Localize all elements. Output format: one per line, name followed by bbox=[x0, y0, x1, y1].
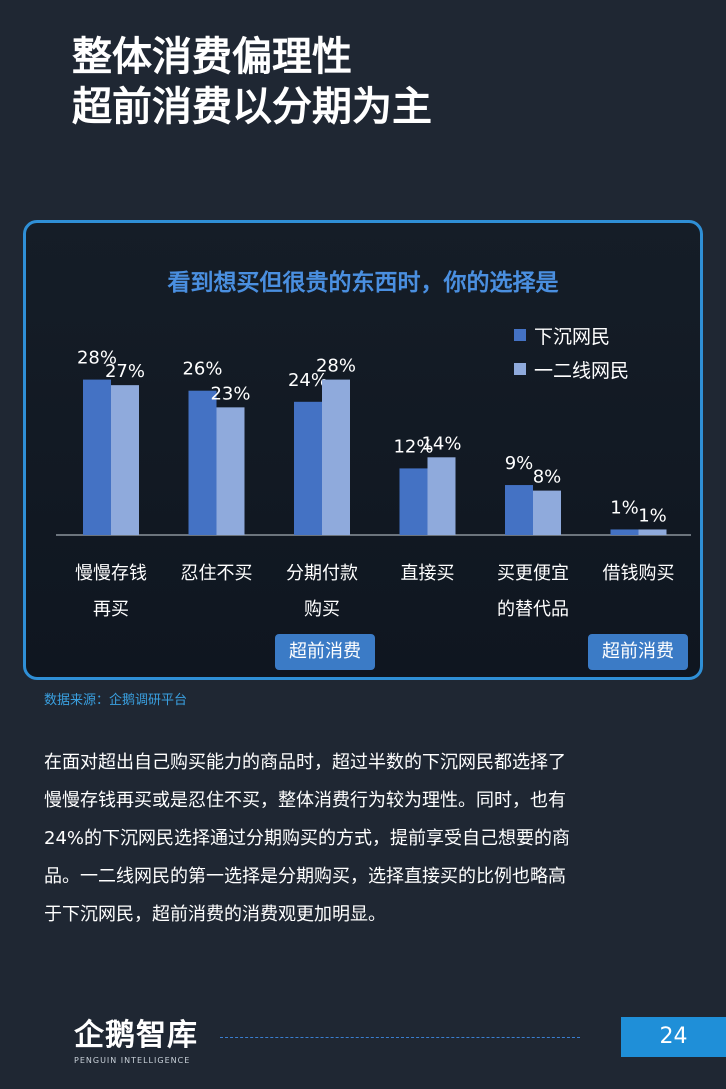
data-label-series-2-cat-3: 28% bbox=[316, 356, 356, 377]
bar-series-2-cat-2 bbox=[216, 407, 245, 535]
data-label-series-2-cat-5: 8% bbox=[533, 467, 562, 488]
page-number: 24 bbox=[621, 1017, 726, 1057]
data-label-series-1-cat-4: 12% bbox=[393, 436, 433, 457]
data-label-series-1-cat-5: 9% bbox=[505, 453, 534, 474]
bar-series-1-cat-3 bbox=[294, 401, 322, 535]
category-label-1-line-1: 慢慢存钱 bbox=[75, 563, 147, 584]
legend-label-series-2: 一二线网民 bbox=[534, 359, 630, 382]
data-label-series-2-cat-6: 1% bbox=[638, 505, 667, 526]
category-label-2-line-1: 忍住不买 bbox=[181, 563, 253, 584]
chart-legend: 下沉网民 一二线网民 bbox=[514, 318, 629, 386]
chart-title: 看到想买但很贵的东西时，你的选择是 bbox=[167, 270, 559, 296]
bar-series-2-cat-5 bbox=[533, 490, 561, 535]
data-label-series-2-cat-1: 27% bbox=[105, 361, 145, 382]
data-label-series-2-cat-4: 14% bbox=[421, 433, 461, 454]
bar-series-1-cat-5 bbox=[505, 485, 533, 535]
body-line: 慢慢存钱再买或是忍住不买，整体消费行为较为理性。同时，也有 bbox=[44, 790, 566, 811]
penguin-intelligence-logo: 企鹅智库 PENGUIN INTELLIGENCE bbox=[74, 1010, 198, 1065]
footer-divider bbox=[220, 1037, 580, 1038]
category-label-6-line-1: 借钱购买 bbox=[603, 563, 675, 584]
data-label-series-2-cat-2: 23% bbox=[210, 383, 250, 404]
legend-item-series-1: 下沉网民 bbox=[514, 318, 629, 352]
body-line: 24%的下沉网民选择通过分期购买的方式，提前享受自己想要的商 bbox=[44, 828, 571, 849]
legend-label-series-1: 下沉网民 bbox=[534, 325, 611, 348]
bar-series-2-cat-4 bbox=[427, 457, 456, 535]
page-title-line-1: 整体消费偏理性 bbox=[72, 34, 352, 80]
legend-item-series-2: 一二线网民 bbox=[514, 352, 629, 386]
bar-series-1-cat-4 bbox=[399, 468, 428, 535]
category-label-4-line-1: 直接买 bbox=[401, 563, 455, 584]
tag-advance-consumption-borrow: 超前消费 bbox=[588, 634, 688, 670]
legend-swatch-series-2 bbox=[514, 363, 526, 375]
category-label-3-line-2: 购买 bbox=[304, 599, 340, 620]
category-label-3-line-1: 分期付款 bbox=[286, 563, 358, 584]
data-label-series-1-cat-6: 1% bbox=[610, 497, 639, 518]
bar-series-1-cat-1 bbox=[83, 379, 111, 535]
body-line: 品。一二线网民的第一选择是分期购买，选择直接买的比例也略高 bbox=[44, 866, 566, 887]
category-label-5-line-1: 买更便宜 bbox=[497, 563, 569, 584]
bar-series-1-cat-2 bbox=[188, 390, 217, 535]
chart-card: 看到想买但很贵的东西时，你的选择是 下沉网民 一二线网民 28% 27% 慢慢存钱再… bbox=[23, 220, 703, 680]
bar-series-2-cat-1 bbox=[111, 385, 139, 535]
bar-series-2-cat-3 bbox=[322, 379, 350, 535]
logo-subtext: PENGUIN INTELLIGENCE bbox=[74, 1056, 191, 1065]
body-line: 在面对超出自己购买能力的商品时，超过半数的下沉网民都选择了 bbox=[44, 752, 566, 773]
page-title: 整体消费偏理性 超前消费以分期为主 bbox=[72, 32, 432, 132]
body-line: 于下沉网民，超前消费的消费观更加明显。 bbox=[44, 904, 386, 925]
legend-swatch-series-1 bbox=[514, 329, 526, 341]
data-label-series-1-cat-3: 24% bbox=[288, 370, 328, 391]
bar-chart: 28%27%慢慢存钱再买26%23%忍住不买24%28%分期付款购买12%14%… bbox=[56, 348, 691, 620]
body-paragraph: 在面对超出自己购买能力的商品时，超过半数的下沉网民都选择了 慢慢存钱再买或是忍住… bbox=[44, 744, 684, 934]
logo-text: 企鹅智库 bbox=[74, 1018, 198, 1053]
bar-series-2-cat-6 bbox=[638, 529, 667, 535]
data-source: 数据来源：企鹅调研平台 bbox=[44, 693, 188, 708]
data-label-series-1-cat-2: 26% bbox=[182, 359, 222, 380]
page-title-line-2: 超前消费以分期为主 bbox=[72, 84, 432, 130]
category-label-5-line-2: 的替代品 bbox=[497, 599, 569, 620]
tag-advance-consumption-installment: 超前消费 bbox=[275, 634, 375, 670]
category-label-1-line-2: 再买 bbox=[93, 599, 129, 620]
bar-series-1-cat-6 bbox=[610, 529, 639, 535]
data-label-series-1-cat-1: 28% bbox=[77, 348, 117, 369]
